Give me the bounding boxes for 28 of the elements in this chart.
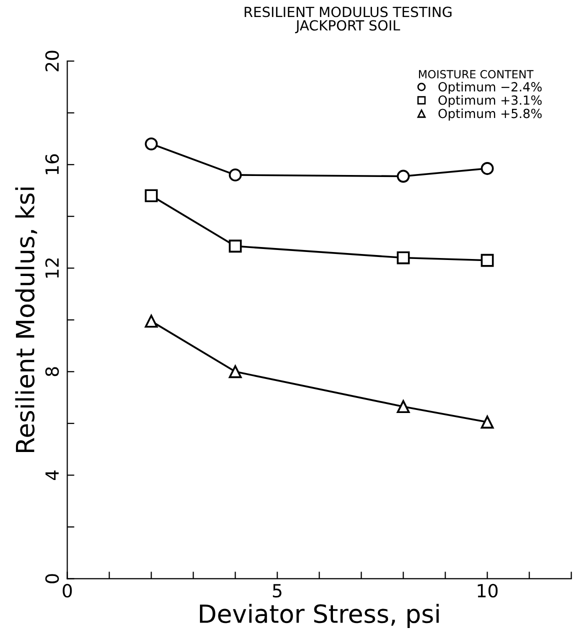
point (228, 365, 242, 378)
y-tick-label: 8 (45, 367, 59, 376)
y-tick-label: 16 (45, 154, 59, 174)
point (396, 251, 410, 264)
point (480, 254, 494, 267)
y-tick-label: 20 (45, 50, 59, 72)
legend-label: Optimum +3.1% (438, 95, 542, 108)
legend-label: Optimum +5.8% (438, 108, 542, 121)
chart-title: RESILIENT MODULUS TESTING JACKPORT SOIL (244, 6, 452, 34)
point (228, 168, 242, 182)
x-axis-title: Deviator Stress, psi (200, 604, 439, 628)
point (396, 400, 410, 414)
y-tick-label: 12 (45, 258, 59, 278)
y-tick-label: 0 (45, 574, 59, 584)
point (480, 416, 494, 429)
point (144, 314, 158, 328)
legend-label: Optimum −2.4% (438, 82, 542, 94)
x-tick-label: 10 (478, 584, 498, 598)
y-axis-title: Resilient Modulus, ksi (15, 188, 38, 452)
point (480, 162, 494, 175)
y-tick-label: 4 (46, 470, 59, 480)
point (144, 137, 158, 150)
point (396, 170, 410, 183)
point (228, 240, 242, 253)
x-tick-label: 0 (62, 584, 72, 598)
point (144, 189, 158, 202)
legend-title: MOISTURE CONTENT (419, 70, 534, 78)
x-tick-label: 5 (272, 584, 282, 598)
